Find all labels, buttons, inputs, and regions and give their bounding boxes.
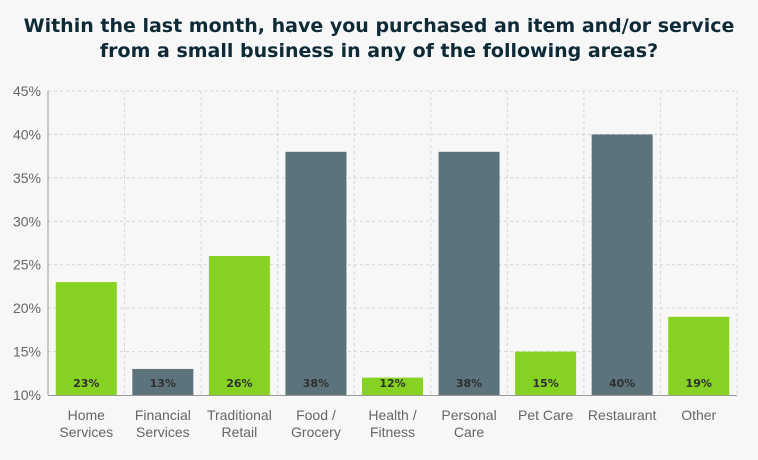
- y-tick-label: 10%: [13, 387, 41, 403]
- category-label: Restaurant: [588, 407, 657, 423]
- bar: [668, 316, 730, 395]
- category-label-line: Services: [59, 424, 113, 440]
- y-tick-label: 30%: [13, 213, 41, 229]
- y-tick-label: 25%: [13, 257, 41, 273]
- bar: [362, 377, 423, 395]
- axes: [47, 91, 737, 396]
- chart-title-line-2: from a small business in any of the foll…: [99, 40, 659, 62]
- y-tick-label: 40%: [13, 126, 41, 142]
- bar: [515, 351, 577, 395]
- category-label-line: Other: [681, 407, 716, 423]
- chart-title: Within the last month, have you purchase…: [0, 14, 758, 64]
- bar: [438, 151, 500, 395]
- category-label-line: Food /: [296, 407, 336, 423]
- bar: [591, 134, 653, 395]
- category-label-line: Pet Care: [518, 407, 573, 423]
- category-label: Other: [681, 407, 716, 423]
- category-label: Personal Care: [441, 407, 496, 440]
- category-label-line: Restaurant: [588, 407, 657, 423]
- category-label: Traditional Retail: [207, 407, 272, 440]
- category-label: Financial Services: [135, 407, 191, 440]
- category-label-line: Services: [136, 424, 190, 440]
- bar: [132, 368, 194, 395]
- bars: [55, 134, 730, 395]
- category-label-line: Personal: [441, 407, 496, 423]
- grid-lines: [48, 90, 738, 395]
- y-tick-label: 35%: [13, 170, 41, 186]
- category-label-line: Financial: [135, 407, 191, 423]
- category-label-line: Home: [68, 407, 106, 423]
- data-label: 26%: [226, 377, 252, 390]
- bar: [208, 256, 270, 395]
- data-label: 12%: [379, 377, 405, 390]
- y-tick-label: 45%: [13, 83, 41, 99]
- category-label: Home Services: [59, 407, 113, 440]
- y-tick-label: 20%: [13, 300, 41, 316]
- category-label: Pet Care: [518, 407, 573, 423]
- data-label: 38%: [456, 377, 482, 390]
- labels: 10%15%20%25%30%35%40%45%23%Home Services1…: [13, 83, 717, 440]
- data-label: 19%: [686, 377, 712, 390]
- category-label-line: Retail: [221, 424, 257, 440]
- category-label-line: Fitness: [370, 424, 415, 440]
- data-label: 40%: [609, 377, 635, 390]
- y-tick-label: 15%: [13, 344, 41, 360]
- category-label-line: Grocery: [291, 424, 341, 440]
- category-label: Food / Grocery: [291, 407, 341, 440]
- category-label-line: Care: [454, 424, 485, 440]
- category-label-line: Traditional: [207, 407, 272, 423]
- data-label: 13%: [150, 377, 176, 390]
- category-label: Health / Fitness: [368, 407, 416, 440]
- bar: [55, 282, 117, 395]
- data-label: 15%: [532, 377, 558, 390]
- chart-title-line-1: Within the last month, have you purchase…: [23, 15, 735, 37]
- category-label-line: Health /: [368, 407, 416, 423]
- bar: [285, 151, 347, 395]
- data-label: 38%: [303, 377, 329, 390]
- data-label: 23%: [73, 377, 99, 390]
